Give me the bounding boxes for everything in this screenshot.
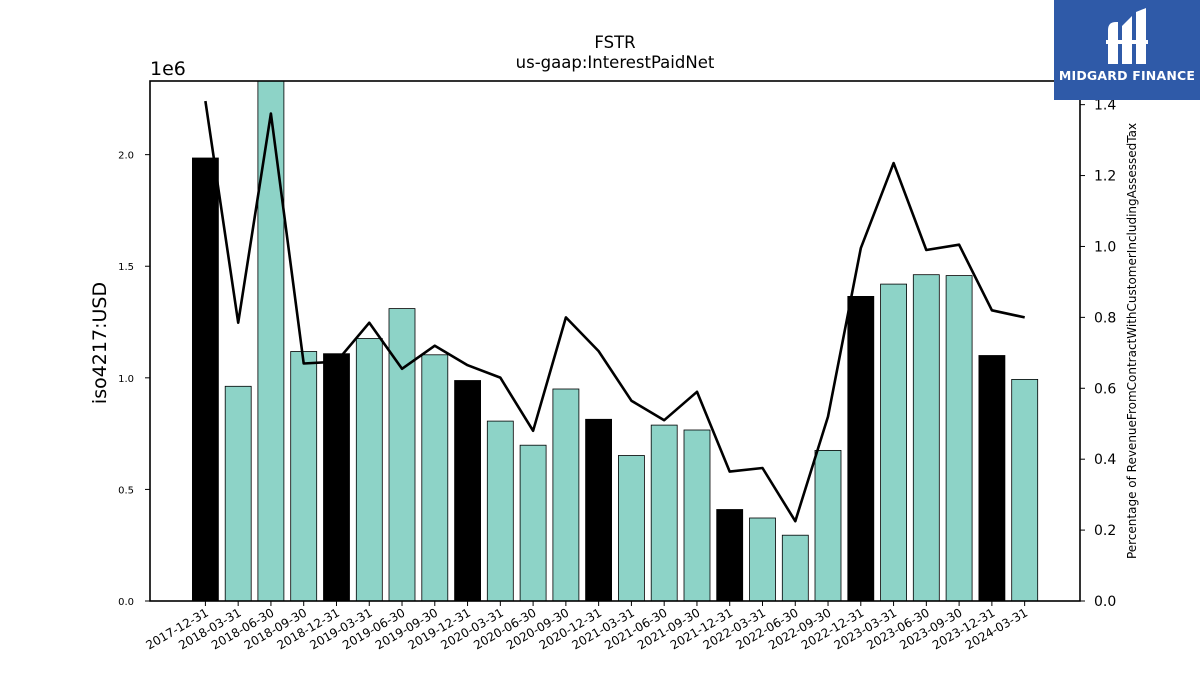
right-tick-label: 0.2: [1094, 523, 1116, 539]
bar-2023-09-30: [945, 275, 973, 601]
right-axis-ticks: 0.0 0.2 0.4 0.6 0.8 1.0 1.2 1.4: [1080, 98, 1116, 610]
right-tick-label: 0.8: [1094, 310, 1116, 326]
bar-2018-09-30: [290, 351, 318, 601]
bar-2020-09-30: [552, 388, 580, 601]
right-tick-label: 0.0: [1094, 594, 1116, 610]
right-tick-label: 1.4: [1094, 98, 1116, 114]
left-tick-label: 2.0: [118, 151, 134, 162]
left-tick-label: 1.0: [118, 374, 134, 385]
y-axis-right-label: Percentage of RevenueFromContractWithCus…: [1125, 123, 1139, 559]
chart-title: FSTR: [594, 33, 635, 52]
bar-2019-09-30: [421, 354, 449, 601]
y-axis-left-label: iso4217:USD: [89, 282, 111, 404]
left-tick-label: 0.5: [118, 485, 134, 496]
bar-2020-12-31: [585, 418, 612, 601]
bar-2021-12-31: [716, 509, 744, 601]
bar-2021-09-30: [683, 429, 711, 601]
right-tick-label: 0.6: [1094, 381, 1116, 397]
bar-2023-06-30: [912, 274, 940, 601]
right-tick-label: 0.4: [1094, 452, 1116, 468]
right-tick-label: 1.2: [1094, 169, 1116, 185]
bar-series: [191, 81, 1039, 601]
logo-mark-icon: [1106, 8, 1148, 64]
bar-2022-12-31: [847, 295, 875, 601]
percentage-line: [204, 100, 1025, 523]
bar-2018-12-31: [323, 353, 350, 601]
bar-2019-06-30: [388, 308, 416, 601]
bar-2018-03-31: [224, 385, 252, 601]
chart-subtitle: us-gaap:InterestPaidNet: [516, 53, 715, 72]
logo-text: MIDGARD FINANCE: [1058, 68, 1196, 83]
bar-2020-03-31: [486, 420, 514, 601]
bar-2023-03-31: [880, 283, 907, 601]
bar-2022-09-30: [814, 449, 842, 601]
bar-2021-03-31: [618, 455, 645, 601]
bar-2019-12-31: [454, 380, 482, 601]
brand-logo: MIDGARD FINANCE: [1054, 0, 1200, 100]
left-axis-ticks: 0.0 0.5 1.0 1.5 2.0: [118, 151, 150, 608]
bar-2019-03-31: [355, 338, 383, 601]
bar-2017-12-31: [191, 157, 219, 601]
x-axis-ticks: 2017-12-312018-03-312018-06-302018-09-30…: [143, 601, 1030, 652]
y-offset-label: 1e6: [150, 58, 186, 80]
bar-2024-03-31: [1011, 378, 1039, 601]
bar-2022-03-31: [749, 517, 776, 601]
bar-2023-12-31: [978, 355, 1006, 601]
bar-2018-06-30: [257, 81, 285, 601]
bar-2021-06-30: [650, 424, 678, 601]
bar-2020-06-30: [519, 444, 547, 601]
right-tick-label: 1.0: [1094, 239, 1116, 255]
left-tick-label: 0.0: [118, 597, 134, 608]
bar-2022-06-30: [781, 534, 809, 601]
left-tick-label: 1.5: [118, 262, 134, 273]
plot-frame: [149, 80, 1081, 602]
